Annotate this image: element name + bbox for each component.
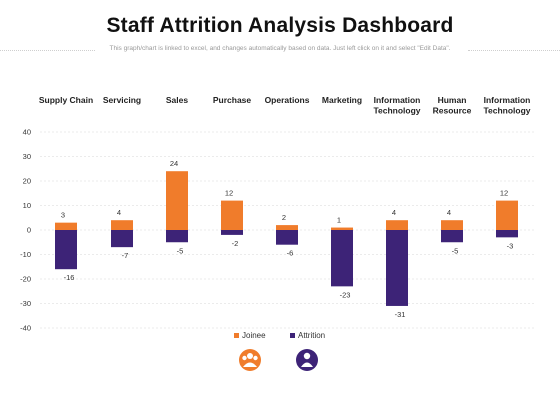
attrition-icon-head <box>303 352 311 360</box>
dotted-divider-right <box>468 50 560 51</box>
attrition-bar <box>386 230 408 306</box>
attrition-bar <box>331 230 353 287</box>
joinee-bar <box>276 225 298 230</box>
attrition-value-label: -2 <box>232 239 239 248</box>
joinee-value-label: 4 <box>392 208 396 217</box>
attrition-value-label: -5 <box>177 246 184 255</box>
attrition-legend-label: Attrition <box>298 331 325 340</box>
category-label: Purchase <box>213 95 252 105</box>
joinee-value-label: 1 <box>337 216 341 225</box>
y-tick-label: 30 <box>23 152 31 161</box>
joinee-bar <box>496 200 518 230</box>
category-label: Human Resource <box>433 95 472 116</box>
joinee-bar <box>331 227 353 230</box>
attrition-value-label: -5 <box>452 246 459 255</box>
page-subtitle: This graph/chart is linked to excel, and… <box>109 45 451 52</box>
attrition-value-label: -6 <box>287 249 294 258</box>
joinee-icon-body <box>243 362 257 367</box>
y-tick-label: 10 <box>23 201 31 210</box>
attrition-value-label: -23 <box>340 290 351 299</box>
y-tick-label: -10 <box>20 250 31 259</box>
attrition-bar <box>221 230 243 235</box>
attrition-value-label: -31 <box>395 310 406 319</box>
joinee-bar <box>386 220 408 230</box>
dotted-divider-left <box>0 50 95 51</box>
attrition-bar <box>276 230 298 245</box>
y-tick-label: -20 <box>20 275 31 284</box>
joinee-icon-head-left <box>242 355 247 361</box>
y-tick-label: 20 <box>23 177 31 186</box>
category-label: Information Technology <box>373 95 420 116</box>
people-group-icon <box>239 349 261 371</box>
joinee-bar <box>441 220 463 230</box>
attrition-bar <box>441 230 463 243</box>
y-axis: 40 30 20 10 0 -10 -20 -30 -40 <box>20 128 31 333</box>
attrition-bar <box>55 230 77 270</box>
joinee-value-label: 24 <box>170 159 178 168</box>
joinee-value-label: 4 <box>117 208 121 217</box>
joinee-value-label: 3 <box>61 211 65 220</box>
joinee-value-label: 12 <box>225 189 233 198</box>
category-label: Supply Chain <box>39 95 93 105</box>
attrition-icon-circle <box>296 349 318 371</box>
joinee-bar <box>166 171 188 230</box>
joinee-bar <box>55 222 77 230</box>
y-tick-label: -30 <box>20 299 31 308</box>
category-label: Sales <box>166 95 188 105</box>
y-tick-label: -40 <box>20 324 31 333</box>
data-labels: 3 4 24 12 2 1 4 4 12 -16 -7 -5 -2 -6 -23 -31 -5 -3 <box>61 159 513 319</box>
chart-legend: Joinee Attrition <box>234 331 325 340</box>
person-leaving-icon <box>296 349 318 371</box>
joinee-value-label: 4 <box>447 208 451 217</box>
attrition-icon-body <box>301 362 313 367</box>
joinee-value-label: 12 <box>500 189 508 198</box>
legend-icons <box>239 349 318 371</box>
y-tick-label: 40 <box>23 128 31 137</box>
y-tick-label: 0 <box>27 226 31 235</box>
joinee-legend-swatch <box>234 333 239 338</box>
joinee-bar <box>111 220 133 230</box>
attrition-bar <box>111 230 133 248</box>
category-label: Information Technology <box>483 95 530 116</box>
category-label: Operations <box>265 95 310 105</box>
attrition-value-label: -3 <box>507 241 514 250</box>
category-label: Marketing <box>322 95 362 105</box>
joinee-value-label: 2 <box>282 213 286 222</box>
joinee-icon-head <box>247 353 253 359</box>
attrition-legend-swatch <box>290 333 295 338</box>
attrition-value-label: -16 <box>64 273 75 282</box>
joinee-icon-head-right <box>253 355 258 361</box>
page-title: Staff Attrition Analysis Dashboard <box>106 14 454 37</box>
category-label: Servicing <box>103 95 141 105</box>
category-labels: Supply Chain Servicing Sales Purchase Operat… <box>39 95 531 116</box>
attrition-bar <box>166 230 188 243</box>
joinee-icon-circle <box>239 349 261 371</box>
attrition-value-label: -7 <box>122 251 129 260</box>
bars <box>55 171 518 306</box>
attrition-bar <box>496 230 518 238</box>
joinee-bar <box>221 200 243 230</box>
joinee-legend-label: Joinee <box>242 331 266 340</box>
